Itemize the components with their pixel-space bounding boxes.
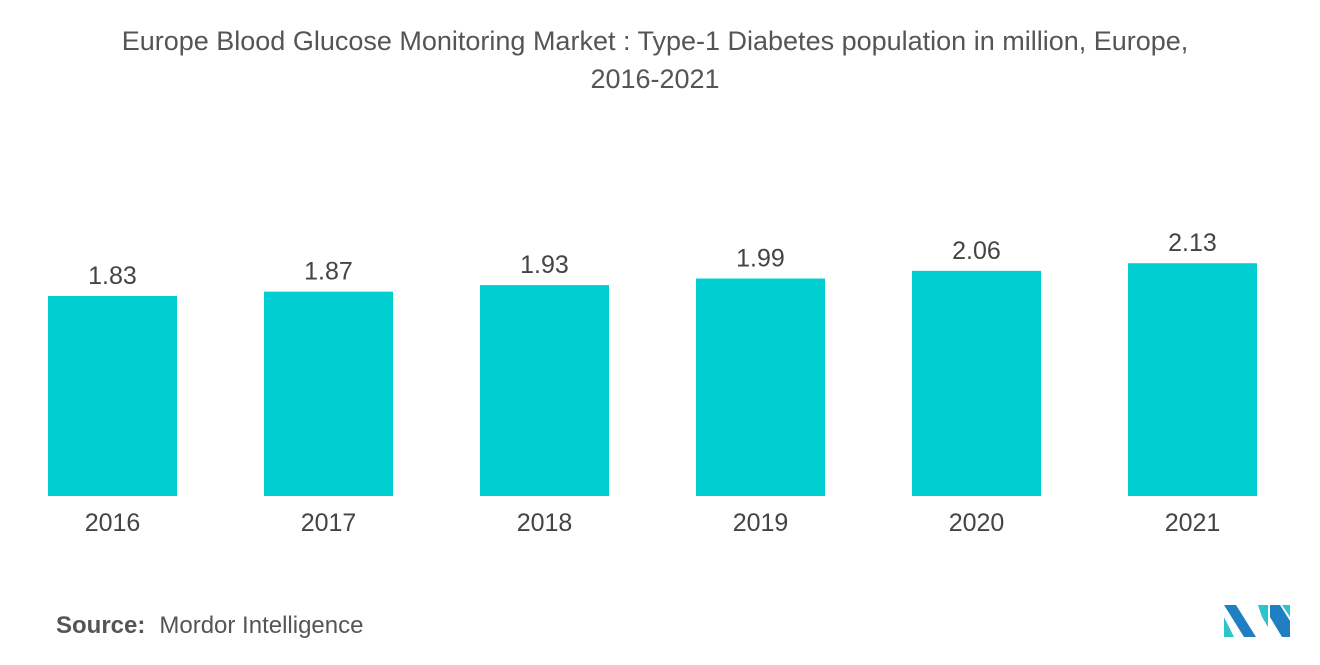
data-label: 1.99 [736,245,785,273]
chart-title-line-2: 2016-2021 [590,64,720,94]
source-value: Mordor Intelligence [159,612,364,639]
data-label: 1.83 [88,262,137,290]
logo-shape-2 [1224,617,1234,637]
data-label: 1.93 [520,251,569,279]
x-tick-label: 2021 [1165,509,1221,537]
data-label: 1.87 [304,258,353,286]
chart-title-line-1: Europe Blood Glucose Monitoring Market :… [121,26,1189,56]
logo-shape-5 [1282,605,1290,617]
x-tick-label: 2020 [949,509,1005,537]
logo-shape-3 [1258,605,1268,627]
bar-2020 [912,270,1041,496]
bar-2017 [264,291,393,496]
x-tick-label: 2019 [733,509,789,537]
bar-2018 [480,285,609,496]
bar-chart: 1.83 2016 1.87 2017 1.93 2018 1.99 2019 2.06 2020… [48,229,1257,537]
logo-shape-1 [1224,605,1256,637]
x-tick-label: 2016 [85,509,141,537]
source-label: Source: [56,612,146,639]
bar-2016 [48,296,177,496]
data-label: 2.06 [952,237,1001,265]
data-label: 2.13 [1168,229,1217,257]
x-tick-label: 2018 [517,509,573,537]
mordor-logo [1224,605,1290,637]
x-tick-label: 2017 [301,509,357,537]
bar-2021 [1128,263,1257,496]
logo-shape-4 [1270,605,1290,637]
chart-title: Europe Blood Glucose Monitoring Market :… [0,22,1310,98]
bar-2019 [696,278,825,496]
source-note: Source: Mordor Intelligence [56,612,363,640]
